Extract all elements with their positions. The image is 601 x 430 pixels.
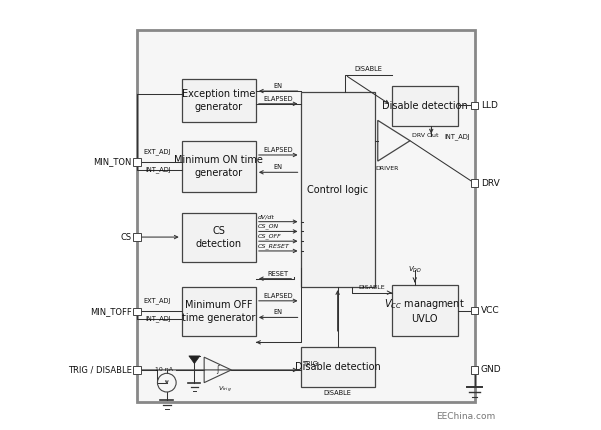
Text: Control logic: Control logic xyxy=(307,184,368,194)
Text: DISABLE: DISABLE xyxy=(359,285,385,290)
Bar xyxy=(182,213,256,262)
Text: ʃ: ʃ xyxy=(216,366,219,375)
Text: EXT_ADJ: EXT_ADJ xyxy=(144,298,171,304)
Text: LLD: LLD xyxy=(481,101,498,110)
Text: Exception time
generator: Exception time generator xyxy=(182,89,255,112)
Bar xyxy=(182,141,256,192)
Text: MIN_TON: MIN_TON xyxy=(94,157,132,166)
Text: CS_ON: CS_ON xyxy=(258,224,279,229)
Text: EN: EN xyxy=(273,83,282,89)
Bar xyxy=(133,307,141,315)
Text: Minimum ON time
generator: Minimum ON time generator xyxy=(174,155,263,178)
Text: EXT_ADJ: EXT_ADJ xyxy=(144,148,171,155)
Bar xyxy=(182,287,256,336)
Text: $V_{trig}$: $V_{trig}$ xyxy=(218,385,231,396)
Text: DRV Out: DRV Out xyxy=(412,133,439,138)
Text: CS
detection: CS detection xyxy=(196,226,242,249)
Bar xyxy=(471,179,478,187)
Text: Disable detection: Disable detection xyxy=(294,362,380,372)
Text: INT_ADJ: INT_ADJ xyxy=(145,166,171,173)
Text: RESET: RESET xyxy=(267,270,288,276)
Text: MIN_TOFF: MIN_TOFF xyxy=(90,307,132,316)
Bar xyxy=(133,158,141,166)
Bar xyxy=(300,92,375,287)
Bar xyxy=(133,366,141,374)
Text: DRV: DRV xyxy=(481,179,499,187)
Text: 10 nA: 10 nA xyxy=(155,367,173,372)
Bar xyxy=(392,86,457,126)
Text: VCC: VCC xyxy=(481,306,499,315)
Bar xyxy=(392,285,457,336)
Text: $V_{DD}$: $V_{DD}$ xyxy=(407,265,422,275)
Bar xyxy=(133,233,141,241)
Text: dV/dt: dV/dt xyxy=(258,214,275,219)
Text: EN: EN xyxy=(273,309,282,315)
Text: CS: CS xyxy=(121,233,132,242)
Text: TRIG / DISABLE: TRIG / DISABLE xyxy=(68,366,132,375)
Text: CS_RESET: CS_RESET xyxy=(258,243,290,249)
Bar xyxy=(471,307,478,314)
Text: DISABLE: DISABLE xyxy=(355,65,382,71)
Polygon shape xyxy=(189,356,200,363)
Text: Minimum OFF
time generator: Minimum OFF time generator xyxy=(182,300,255,323)
Text: DISABLE: DISABLE xyxy=(324,390,352,396)
Text: DRIVER: DRIVER xyxy=(376,166,399,171)
Bar xyxy=(300,347,375,387)
Bar xyxy=(471,366,478,374)
Text: ELAPSED: ELAPSED xyxy=(263,147,293,153)
Text: EN: EN xyxy=(273,164,282,170)
Text: CS_OFF: CS_OFF xyxy=(258,233,282,239)
Bar xyxy=(182,79,256,122)
Bar xyxy=(137,31,475,402)
Text: EEChina.com: EEChina.com xyxy=(436,412,496,421)
Text: INT_ADJ: INT_ADJ xyxy=(145,316,171,322)
Text: Disable detection: Disable detection xyxy=(382,101,468,111)
Text: ELAPSED: ELAPSED xyxy=(263,96,293,102)
Text: $V_{CC}$ managment
UVLO: $V_{CC}$ managment UVLO xyxy=(384,297,465,324)
Text: GND: GND xyxy=(481,366,501,375)
Bar xyxy=(471,101,478,109)
Text: ELAPSED: ELAPSED xyxy=(263,293,293,299)
Text: TRIG: TRIG xyxy=(303,361,319,366)
Text: INT_ADJ: INT_ADJ xyxy=(444,133,469,140)
